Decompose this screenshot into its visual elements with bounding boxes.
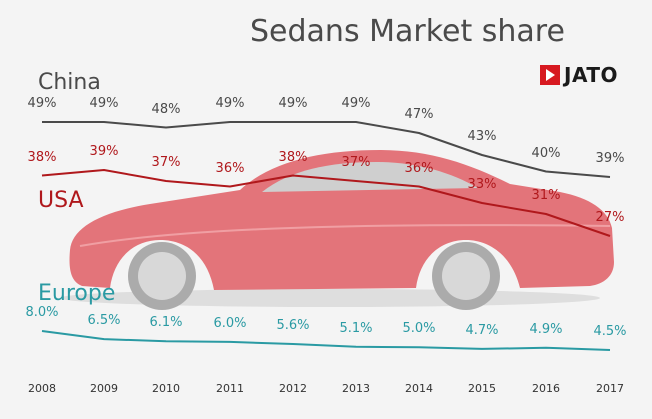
value-label-china-2008: 49% — [27, 96, 57, 111]
chart-title: Sedans Market share — [250, 14, 565, 49]
value-label-usa-2010: 37% — [151, 155, 181, 170]
value-label-europe-2008: 8.0% — [25, 305, 59, 320]
value-label-usa-2015: 33% — [467, 177, 497, 192]
value-label-usa-2014: 36% — [404, 160, 434, 176]
jato-logo-icon — [540, 65, 560, 85]
value-label-usa-2016: 31% — [531, 188, 561, 203]
x-tick-label-2014: 2014 — [405, 382, 433, 395]
value-label-china-2015: 43% — [467, 129, 497, 144]
jato-logo: JATO — [540, 63, 635, 87]
value-label-usa-2008: 38% — [27, 149, 57, 165]
series-lines — [41, 121, 611, 351]
x-tick-label-2015: 2015 — [468, 382, 496, 395]
value-label-europe-2015: 4.7% — [465, 322, 499, 338]
value-label-china-2013: 49% — [341, 96, 371, 111]
x-tick-label-2013: 2013 — [342, 382, 370, 395]
series-line-china — [42, 121, 611, 178]
x-tick-label-2012: 2012 — [279, 382, 307, 395]
value-label-usa-2017: 27% — [595, 210, 625, 225]
value-label-usa-2011: 36% — [215, 160, 245, 176]
x-tick-label-2008: 2008 — [28, 382, 56, 395]
value-label-europe-2010: 6.1% — [149, 315, 183, 331]
series-line-usa — [41, 169, 611, 237]
jato-logo-text: JATO — [564, 63, 619, 87]
value-label-china-2017: 39% — [595, 151, 625, 166]
value-label-china-2011: 49% — [215, 96, 245, 111]
value-label-europe-2011: 6.0% — [213, 315, 247, 331]
value-label-europe-2016: 4.9% — [529, 321, 563, 337]
value-label-usa-2013: 37% — [341, 155, 371, 170]
value-label-china-2016: 40% — [531, 145, 561, 161]
value-label-china-2012: 49% — [278, 96, 308, 111]
x-tick-label-2010: 2010 — [152, 382, 180, 395]
value-label-usa-2009: 39% — [89, 144, 119, 159]
series-line-europe — [41, 330, 611, 351]
value-label-europe-2013: 5.1% — [339, 320, 373, 336]
value-label-china-2014: 47% — [404, 107, 434, 122]
value-label-china-2010: 48% — [151, 101, 181, 117]
series-label-usa: USA — [38, 188, 84, 213]
series-label-europe: Europe — [38, 281, 116, 306]
value-label-china-2009: 49% — [89, 96, 119, 111]
value-label-europe-2017: 4.5% — [593, 324, 627, 339]
red-sedan-car-image — [60, 150, 614, 310]
x-tick-label-2017: 2017 — [596, 382, 624, 395]
value-label-europe-2014: 5.0% — [402, 321, 436, 337]
value-label-usa-2012: 38% — [278, 149, 308, 165]
x-tick-label-2009: 2009 — [90, 382, 118, 395]
value-label-europe-2009: 6.5% — [87, 313, 121, 329]
x-tick-label-2016: 2016 — [532, 382, 560, 395]
x-tick-label-2011: 2011 — [216, 382, 244, 395]
value-label-europe-2012: 5.6% — [276, 318, 310, 334]
series-label-china: China — [38, 70, 101, 95]
